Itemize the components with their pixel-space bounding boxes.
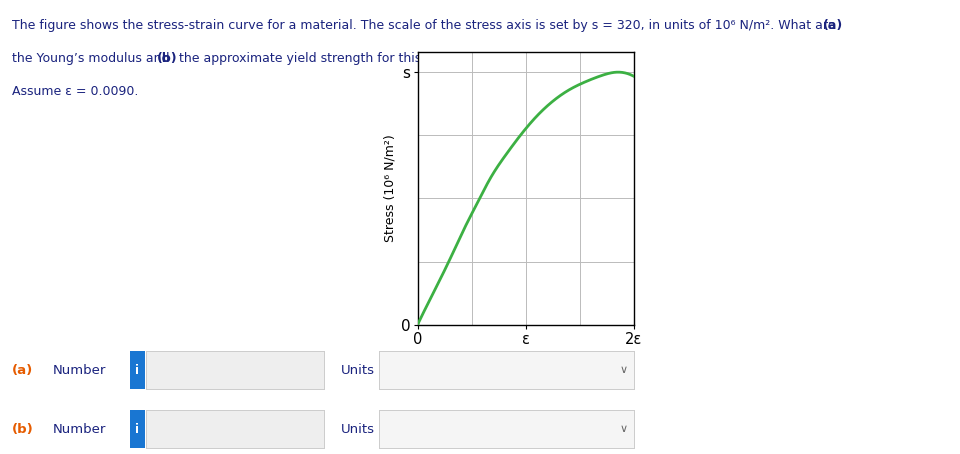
Text: Number: Number [53, 423, 107, 435]
Text: The figure shows the stress-strain curve for a material. The scale of the stress: The figure shows the stress-strain curve… [12, 19, 839, 32]
Text: i: i [135, 364, 139, 376]
Text: the approximate yield strength for this material?: the approximate yield strength for this … [175, 52, 484, 65]
Text: Assume ε = 0.0090.: Assume ε = 0.0090. [12, 85, 138, 99]
Text: Units: Units [341, 423, 374, 435]
Text: Units: Units [341, 364, 374, 376]
Text: (b): (b) [156, 52, 177, 65]
Text: (a): (a) [823, 19, 843, 32]
Text: ∨: ∨ [619, 424, 627, 434]
Text: the Young’s modulus and: the Young’s modulus and [12, 52, 173, 65]
Text: (b): (b) [12, 423, 34, 435]
Y-axis label: Stress (10⁶ N/m²): Stress (10⁶ N/m²) [384, 134, 396, 242]
X-axis label: Strain: Strain [500, 351, 551, 366]
Text: Number: Number [53, 364, 107, 376]
Text: ∨: ∨ [619, 365, 627, 375]
Text: (a): (a) [12, 364, 33, 376]
Text: i: i [135, 423, 139, 435]
